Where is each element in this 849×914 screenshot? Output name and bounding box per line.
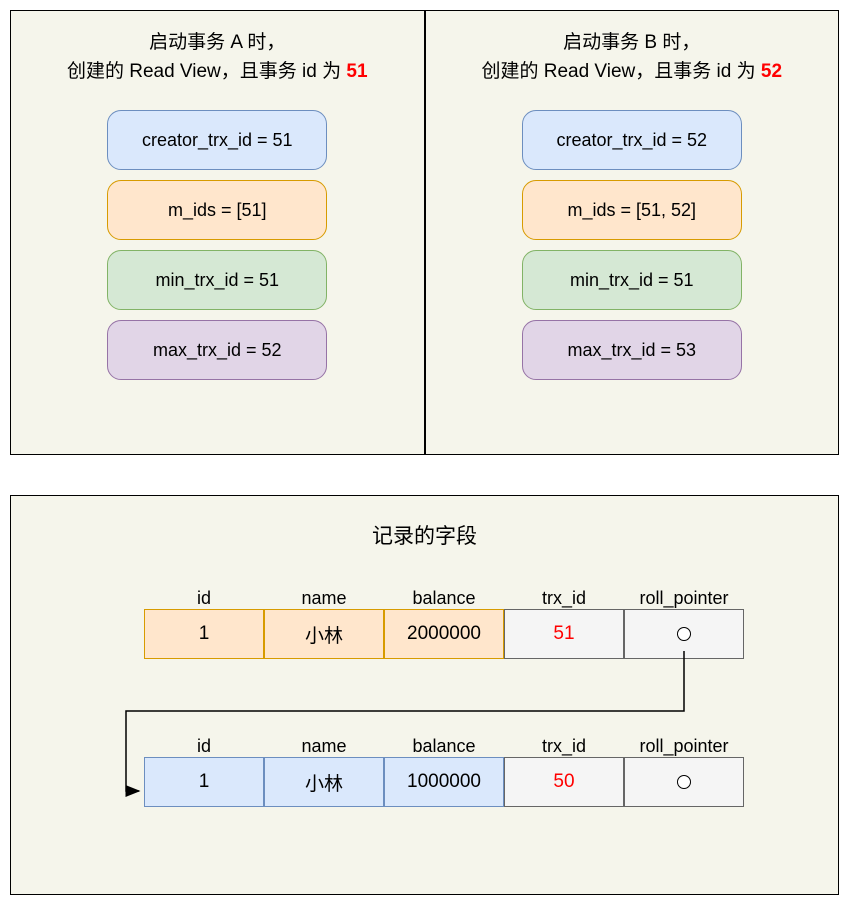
col-label-balance: balance <box>384 588 504 609</box>
cell-name: 小林 <box>264 757 384 807</box>
field-min-trx-id: min_trx_id = 51 <box>107 250 327 310</box>
record-fields-title: 记录的字段 <box>11 520 838 550</box>
col-label-balance: balance <box>384 736 504 757</box>
cell-roll-pointer <box>624 757 744 807</box>
record-2-labels: id name balance trx_id roll_pointer <box>144 736 744 757</box>
field-max-trx-id: max_trx_id = 52 <box>107 320 327 380</box>
field-m-ids: m_ids = [51] <box>107 180 327 240</box>
field-m-ids: m_ids = [51, 52] <box>522 180 742 240</box>
cell-id: 1 <box>144 757 264 807</box>
record-1-labels: id name balance trx_id roll_pointer <box>144 588 744 609</box>
cell-roll-pointer <box>624 609 744 659</box>
record-2-cells: 1 小林 1000000 50 <box>144 757 744 807</box>
cell-name: 小林 <box>264 609 384 659</box>
col-label-trx-id: trx_id <box>504 588 624 609</box>
panel-b-title: 启动事务 B 时， 创建的 Read View，且事务 id 为 52 <box>481 29 782 86</box>
read-view-panels: 启动事务 A 时， 创建的 Read View，且事务 id 为 51 crea… <box>10 10 839 455</box>
col-label-name: name <box>264 736 384 757</box>
cell-id: 1 <box>144 609 264 659</box>
col-label-trx-id: trx_id <box>504 736 624 757</box>
cell-trx-id: 51 <box>504 609 624 659</box>
col-label-roll-pointer: roll_pointer <box>624 588 744 609</box>
record-fields-panel: 记录的字段 id name balance trx_id roll_pointe… <box>10 495 839 895</box>
col-label-id: id <box>144 736 264 757</box>
col-label-roll-pointer: roll_pointer <box>624 736 744 757</box>
record-row-1: id name balance trx_id roll_pointer 1 小林… <box>144 588 744 659</box>
record-row-2: id name balance trx_id roll_pointer 1 小林… <box>144 736 744 807</box>
field-creator-trx-id: creator_trx_id = 52 <box>522 110 742 170</box>
panel-b-fields: creator_trx_id = 52 m_ids = [51, 52] min… <box>522 110 742 390</box>
panel-transaction-a: 启动事务 A 时， 创建的 Read View，且事务 id 为 51 crea… <box>10 10 425 455</box>
field-creator-trx-id: creator_trx_id = 51 <box>107 110 327 170</box>
record-1-cells: 1 小林 2000000 51 <box>144 609 744 659</box>
field-max-trx-id: max_trx_id = 53 <box>522 320 742 380</box>
cell-balance: 2000000 <box>384 609 504 659</box>
cell-balance: 1000000 <box>384 757 504 807</box>
cell-trx-id: 50 <box>504 757 624 807</box>
pointer-circle-icon <box>677 775 691 789</box>
panel-a-fields: creator_trx_id = 51 m_ids = [51] min_trx… <box>107 110 327 390</box>
col-label-name: name <box>264 588 384 609</box>
col-label-id: id <box>144 588 264 609</box>
panel-transaction-b: 启动事务 B 时， 创建的 Read View，且事务 id 为 52 crea… <box>425 10 840 455</box>
field-min-trx-id: min_trx_id = 51 <box>522 250 742 310</box>
pointer-circle-icon <box>677 627 691 641</box>
panel-a-title: 启动事务 A 时， 创建的 Read View，且事务 id 为 51 <box>67 29 368 86</box>
roll-pointer-connector <box>11 496 840 896</box>
